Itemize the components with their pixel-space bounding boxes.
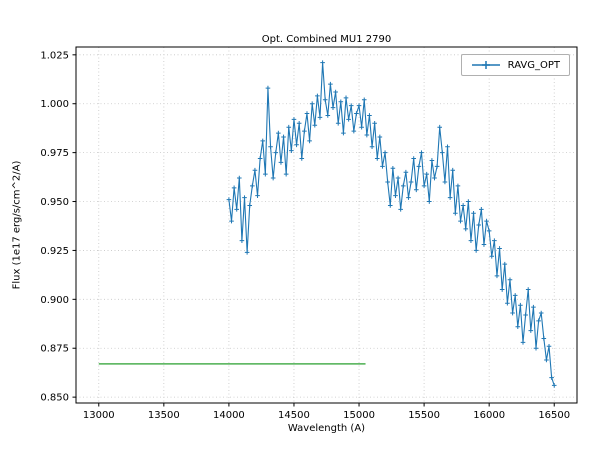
y-tick-label: 0.850 <box>40 393 69 404</box>
y-tick-label: 1.000 <box>40 99 69 110</box>
x-tick-label: 16000 <box>473 410 505 421</box>
x-tick-label: 14000 <box>213 410 245 421</box>
x-tick-label: 13500 <box>148 410 180 421</box>
x-tick-label: 13000 <box>83 410 115 421</box>
y-tick-label: 1.025 <box>40 50 69 61</box>
legend-label: RAVG_OPT <box>507 59 560 71</box>
x-tick-label: 15000 <box>343 410 375 421</box>
legend: RAVG_OPT <box>460 54 570 76</box>
y-tick-label: 0.975 <box>40 148 69 159</box>
y-tick-label: 0.925 <box>40 246 69 257</box>
x-tick-label: 15500 <box>408 410 440 421</box>
y-tick-label: 0.875 <box>40 344 69 355</box>
legend-line-icon <box>471 61 500 69</box>
axes-frame <box>75 46 578 404</box>
x-axis-label: Wavelength (A) <box>287 423 366 434</box>
series-line <box>228 62 555 386</box>
chart-title: Opt. Combined MU1 2790 <box>261 34 392 45</box>
x-tick-label: 16500 <box>538 410 570 421</box>
y-tick-label: 0.950 <box>40 197 69 208</box>
x-tick-label: 14500 <box>278 410 310 421</box>
y-tick-label: 0.900 <box>40 295 69 306</box>
series-markers <box>226 60 557 388</box>
